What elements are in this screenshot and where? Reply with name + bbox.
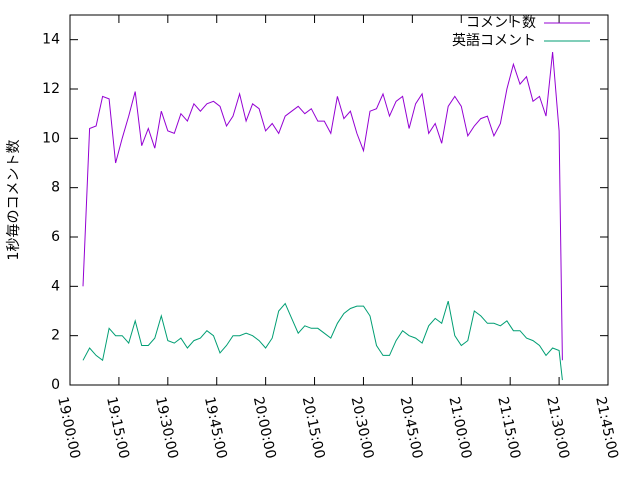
y-tick-label: 0 [51,377,60,393]
y-tick-label: 8 [51,180,60,196]
x-tick-label: 20:45:00 [397,395,426,460]
y-tick-label: 14 [42,32,60,48]
series-line [82,300,563,381]
series-line [82,51,563,361]
x-tick-label: 21:15:00 [494,395,523,460]
y-tick-label: 12 [42,81,60,97]
legend-label: コメント数 [466,15,536,31]
x-tick-label: 21:00:00 [445,395,474,460]
x-tick-label: 21:30:00 [543,395,572,460]
x-tick-label: 19:45:00 [201,395,230,460]
y-tick-label: 10 [42,130,60,146]
plot-frame [69,14,609,386]
y-tick-label: 4 [51,278,60,294]
x-tick-label: 19:15:00 [103,395,132,460]
x-tick-label: 19:30:00 [152,395,181,460]
x-tick-label: 21:45:00 [592,395,621,460]
legend-label: 英語コメント [452,32,536,49]
y-tick-label: 2 [51,328,60,344]
x-tick-label: 20:30:00 [348,395,377,460]
y-tick-label: 6 [51,229,60,245]
x-tick-label: 20:00:00 [250,395,279,460]
x-tick-label: 19:00:00 [54,395,83,460]
x-tick-label: 20:15:00 [299,395,328,460]
y-axis-label: 1秒毎のコメント数 [6,140,22,261]
